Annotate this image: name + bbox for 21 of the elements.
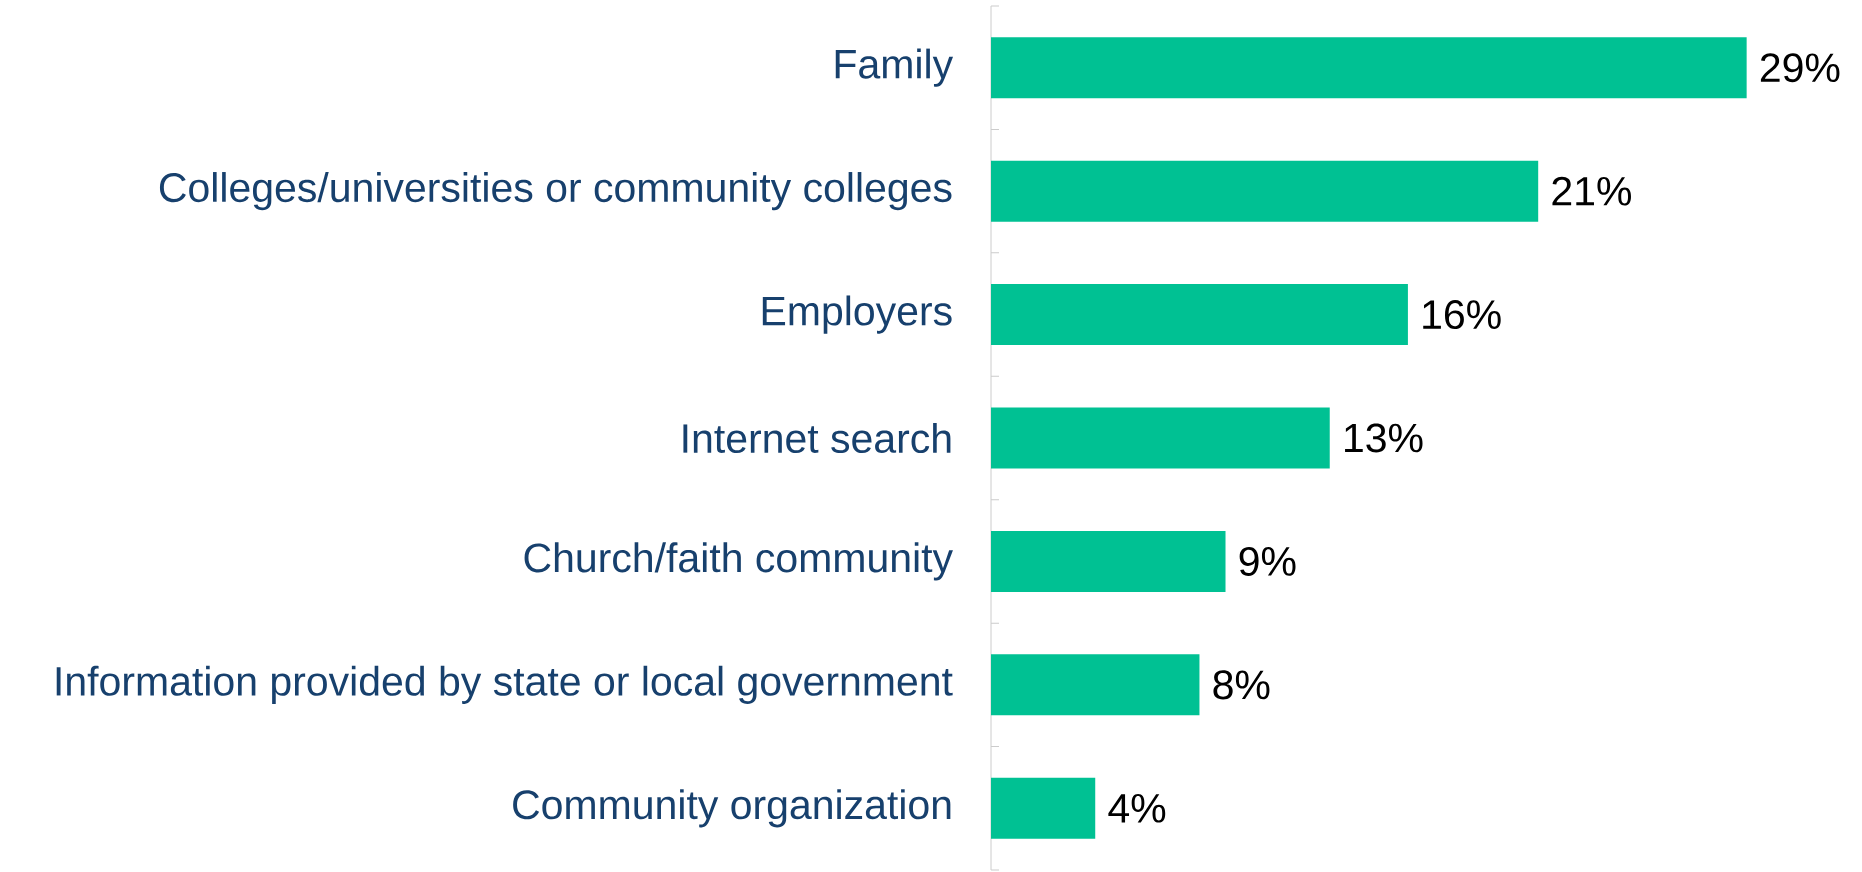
y-tick-label: Community organization: [513, 789, 951, 828]
y-tick-label: Family: [835, 48, 954, 87]
y-tick-label: Internet search: [683, 422, 951, 454]
bar: [991, 37, 1747, 99]
bar: [991, 284, 1408, 346]
bar: [991, 777, 1096, 839]
bar: [991, 530, 1226, 592]
bar: [991, 654, 1200, 716]
data-label: 8%: [1213, 670, 1270, 700]
y-tick-label: Employers: [762, 295, 952, 334]
y-tick-label: Information provided by state or local government: [56, 665, 953, 704]
y-tick-label: Colleges/universities or community colleges: [159, 172, 952, 211]
data-label: 13%: [1345, 423, 1423, 453]
data-label: 16%: [1423, 300, 1501, 330]
data-label: 4%: [1108, 793, 1166, 823]
y-tick-label: Church/faith community: [524, 542, 953, 581]
data-label: 9%: [1239, 546, 1296, 576]
data-label: 21%: [1552, 176, 1631, 206]
data-label: 29%: [1760, 53, 1840, 83]
bar: [991, 407, 1330, 469]
bar: [991, 160, 1539, 222]
